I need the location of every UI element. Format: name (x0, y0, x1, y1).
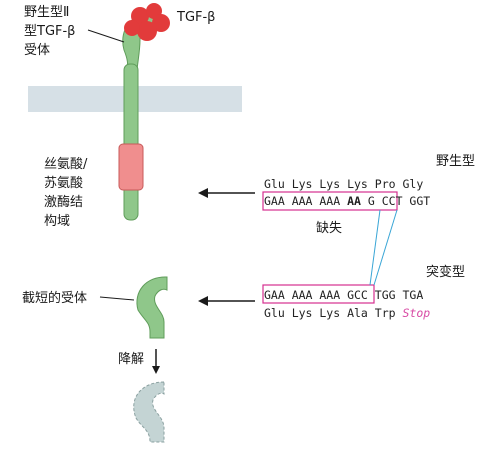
wildtype-nt-prefix: GAA AAA AAA (264, 194, 347, 208)
deletion-line-left (369, 209, 381, 286)
mutant-aa-text: Glu Lys Lys Ala Trp (264, 306, 402, 320)
truncated-receptor-leader (99, 296, 135, 301)
kinase-label-line3: 激酶结 (44, 194, 83, 210)
wild-receptor-leader (87, 29, 125, 43)
ligand-label: TGF-β (176, 10, 215, 25)
truncated-receptor (136, 276, 168, 339)
kinase-label-line1: 丝氨酸/ (44, 157, 88, 172)
wildtype-sequence-box (262, 191, 398, 211)
deletion-label: 缺失 (316, 221, 342, 236)
degraded-receptor (133, 381, 165, 443)
wild-receptor-label-line2: 型TGF-β (24, 24, 75, 39)
mutant-stop-codon: Stop (402, 306, 430, 320)
mutant-amino-acids: Glu Lys Lys Ala Trp Stop (264, 306, 430, 320)
wildtype-nucleotides: GAA AAA AAA AA G CCT GGT (264, 194, 430, 208)
wild-type-receptor-stalk (123, 63, 139, 221)
wild-receptor-label-line1: 野生型Ⅱ (24, 5, 69, 20)
wildtype-nt-suffix: G CCT GGT (361, 194, 430, 208)
mutant-nucleotides: GAA AAA AAA GCC TGG TGA (264, 288, 423, 302)
degradation-arrowhead (152, 366, 160, 374)
truncated-receptor-label: 截短的受体 (22, 290, 87, 306)
kinase-domain-box (118, 143, 144, 191)
kinase-label-line4: 构域 (44, 214, 70, 229)
mutant-label: 突变型 (426, 264, 465, 280)
deletion-line-right (373, 209, 398, 286)
kinase-label-line2: 苏氨酸 (44, 175, 83, 191)
wildtype-label: 野生型 (436, 154, 475, 169)
mutant-sequence-box (262, 284, 375, 304)
tgf-beta-ligand (124, 3, 170, 41)
wildtype-arrowhead (198, 188, 208, 198)
wildtype-nt-deleted: AA (347, 194, 361, 208)
wildtype-amino-acids: Glu Lys Lys Lys Pro Gly (264, 177, 423, 191)
wild-receptor-label-line3: 受体 (24, 43, 50, 58)
mutant-arrowhead (198, 296, 208, 306)
degradation-label: 降解 (118, 352, 144, 367)
